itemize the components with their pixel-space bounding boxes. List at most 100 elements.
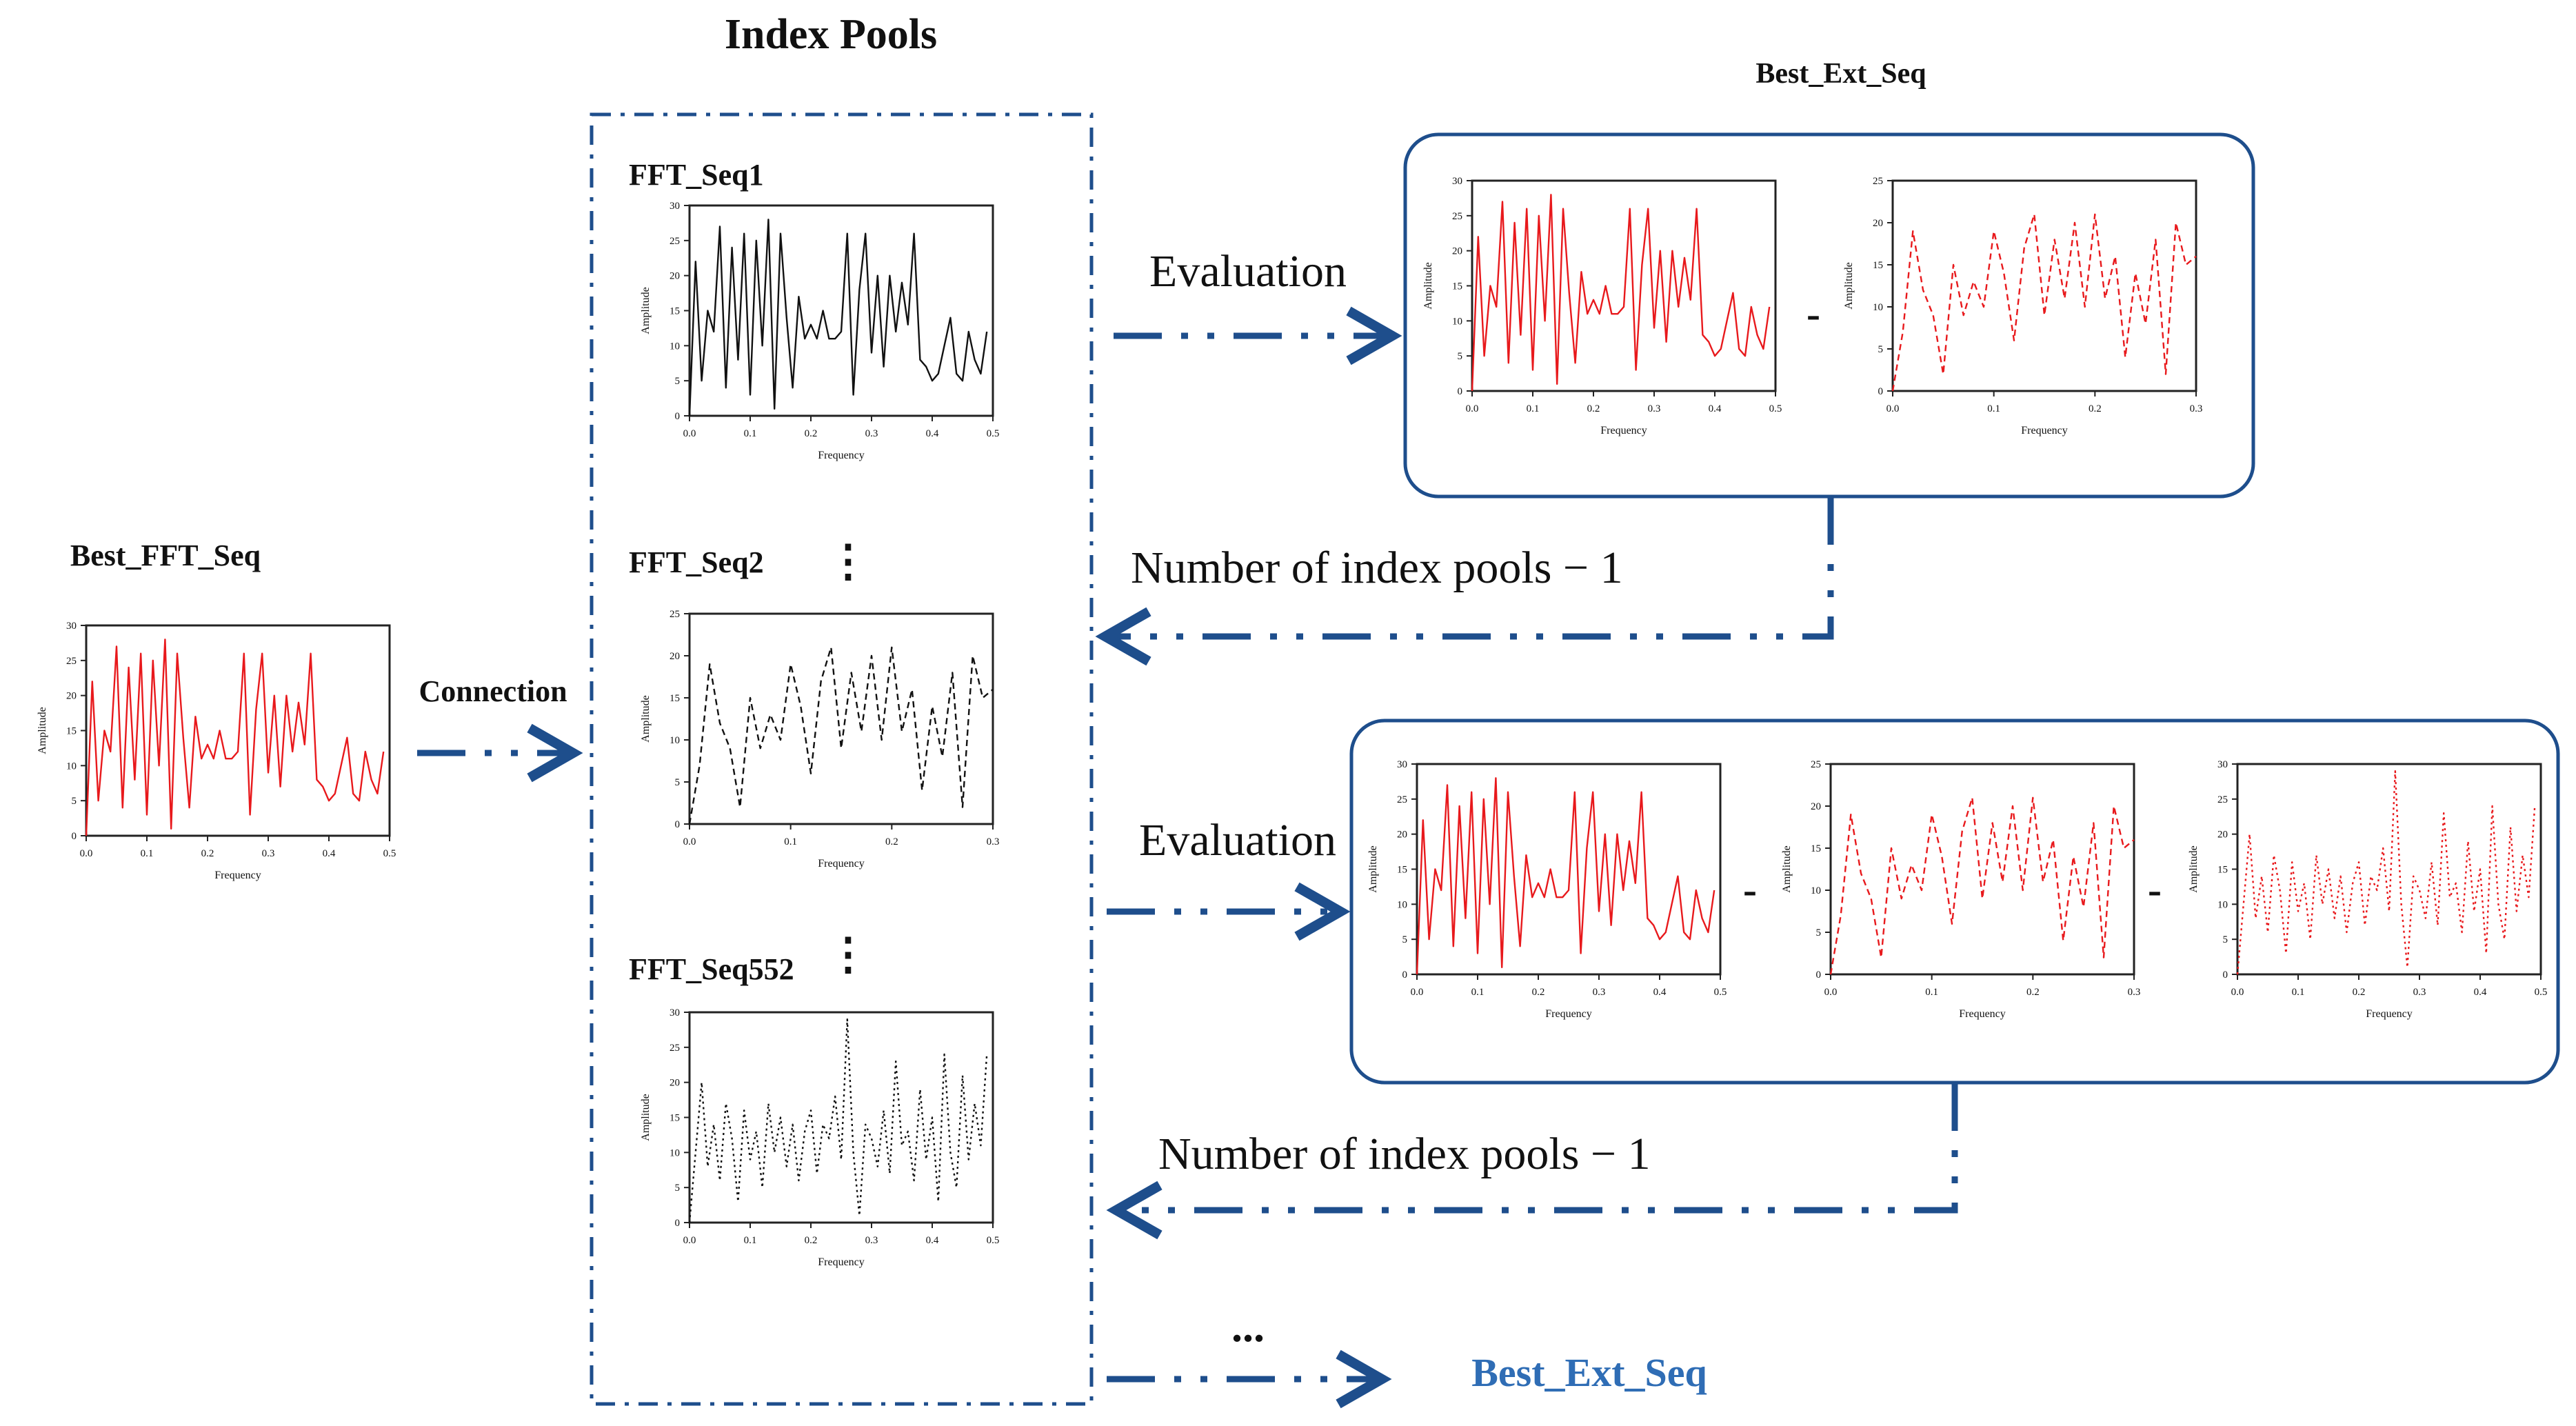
y-tick-label: 5 [1878,344,1884,355]
y-tick-label: 20 [670,1078,680,1089]
y-tick-label: 10 [2217,899,2228,910]
x-tick-label: 0.4 [323,848,336,859]
y-tick-label: 20 [66,691,77,702]
y-tick-label: 0 [675,1218,681,1229]
x-tick-label: 0.3 [865,428,878,439]
loop-label-2: Number of index pools − 1 [1158,1129,1651,1179]
y-tick-label: 15 [670,306,680,317]
x-tick-label: 0.0 [2231,987,2244,998]
y-tick-label: 25 [670,1043,680,1054]
y-tick-label: 15 [1452,281,1462,292]
x-tick-label: 0.5 [1714,987,1727,998]
x-axis-label: Frequency [1959,1008,2006,1020]
y-tick-label: 15 [670,693,680,704]
y-tick-label: 25 [670,609,680,620]
y-tick-label: 5 [1458,351,1463,362]
x-tick-label: 0.2 [2026,987,2040,998]
pool-item-1-label: FFT_Seq1 [629,158,764,192]
series-line-seq_a [1471,194,1771,392]
y-axis-label: Amplitude [1781,845,1793,892]
x-tick-label: 0.1 [784,836,797,847]
chart-eval2-seq-b: 0.0 0.1 0.2 0.3 0 5 10 15 20 25 Frequency Amplitude [1781,759,2140,1020]
chart-fft-seq1: 0.0 0.1 0.2 0.3 0.4 0.5 0 5 10 15 20 25 30 Frequency A… [640,201,999,461]
x-tick-label: 0.3 [262,848,275,859]
x-tick-label: 0.2 [805,1235,818,1246]
y-tick-label: 5 [1816,927,1822,938]
series-line-seq_c [2236,770,2536,975]
plot-frame [1829,763,2135,976]
x-axis-label: Frequency [214,870,261,881]
y-tick-label: 5 [675,1183,681,1194]
x-tick-label: 0.4 [926,428,939,439]
y-axis-label: Amplitude [640,1094,652,1141]
x-axis-label: Frequency [1600,425,1647,436]
connection-label: Connection [419,674,567,708]
y-tick-label: 0 [1402,970,1408,981]
x-tick-label: 0.1 [1527,403,1540,414]
y-tick-label: 5 [2223,934,2228,945]
y-tick-label: 10 [1452,316,1462,327]
y-tick-label: 0 [1458,386,1463,397]
y-tick-label: 15 [1811,843,1821,854]
series-line-seq_c [688,1018,988,1223]
y-tick-label: 25 [1452,211,1462,222]
plot-frame [688,1011,994,1224]
minus-sign-3: - [2148,867,2162,912]
y-tick-label: 15 [66,726,77,737]
horizontal-ellipsis: ... [1231,1302,1265,1351]
minus-sign-2: - [1743,867,1757,912]
series-line-seq_a [1416,777,1715,975]
x-axis-label: Frequency [818,858,865,870]
y-tick-label: 15 [670,1113,680,1124]
best-fft-seq-title: Best_FFT_Seq [70,539,261,572]
y-tick-label: 25 [670,236,680,247]
x-tick-label: 0.0 [80,848,93,859]
y-tick-label: 30 [670,201,680,212]
x-tick-label: 0.5 [383,848,396,859]
y-tick-label: 20 [670,651,680,662]
x-tick-label: 0.0 [1466,403,1479,414]
x-tick-label: 0.1 [1471,987,1485,998]
evaluation-label-1: Evaluation [1149,246,1347,297]
x-tick-label: 0.0 [683,428,696,439]
x-tick-label: 0.3 [987,836,1000,847]
index-pools-title: Index Pools [725,11,937,58]
x-tick-label: 0.1 [141,848,154,859]
y-tick-label: 10 [670,735,680,746]
x-tick-label: 0.4 [1709,403,1722,414]
chart-eval2-seq-a: 0.0 0.1 0.2 0.3 0.4 0.5 0 5 10 15 20 25 30 Frequency A… [1367,759,1727,1020]
chart-fft-seq552: 0.0 0.1 0.2 0.3 0.4 0.5 0 5 10 15 20 25 30 Frequency A… [640,1007,999,1268]
x-tick-label: 0.2 [2089,403,2102,414]
loop-arrow-2 [1106,1083,1958,1240]
x-tick-label: 0.2 [201,848,214,859]
x-tick-label: 0.1 [744,428,757,439]
best-ext-seq-output-label: Best_Ext_Seq [1471,1350,1707,1395]
x-tick-label: 0.1 [2292,987,2305,998]
x-tick-label: 0.5 [2535,987,2548,998]
x-tick-label: 0.3 [1648,403,1661,414]
y-axis-label: Amplitude [640,695,652,742]
x-tick-label: 0.2 [885,836,898,847]
plot-frame [2236,763,2542,976]
y-tick-label: 0 [72,831,77,842]
x-tick-label: 0.3 [2128,987,2141,998]
y-tick-label: 30 [66,621,77,632]
y-tick-label: 30 [1452,176,1462,187]
y-tick-label: 5 [1402,934,1408,945]
x-tick-label: 0.1 [744,1235,757,1246]
y-tick-label: 30 [670,1007,680,1018]
y-tick-label: 15 [2217,865,2228,876]
y-tick-label: 15 [1397,865,1407,876]
y-tick-label: 20 [2217,830,2228,841]
loop-arrow-1 [1095,496,1834,666]
y-tick-label: 10 [1397,899,1407,910]
y-axis-label: Amplitude [1422,262,1434,309]
y-tick-label: 0 [1816,970,1822,981]
x-tick-label: 0.0 [683,836,696,847]
x-tick-label: 0.1 [1925,987,1938,998]
x-tick-label: 0.0 [1824,987,1838,998]
y-tick-label: 10 [1873,302,1883,313]
y-tick-label: 25 [66,656,77,667]
y-tick-label: 25 [1811,759,1821,770]
